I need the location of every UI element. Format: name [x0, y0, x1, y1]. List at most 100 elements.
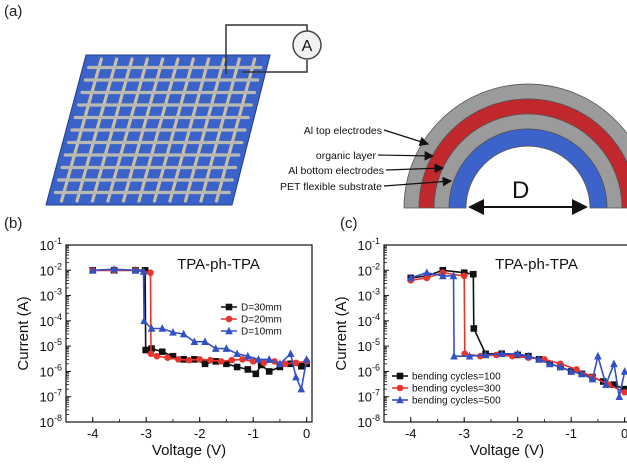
- data-point-series-3: [535, 355, 543, 363]
- data-point-series-3: [567, 367, 575, 375]
- x-tick-label: -1: [247, 426, 259, 441]
- data-point-series-3: [545, 359, 554, 368]
- data-point-series-2: [164, 354, 171, 361]
- x-tick-label: -4: [87, 426, 99, 441]
- pointer-al-top: [383, 129, 430, 147]
- data-point-series-1: [141, 266, 149, 274]
- data-point-series-3: [211, 344, 220, 352]
- y-tick-label: 10-8: [40, 413, 62, 430]
- chart-b: 10-1 10-2 10-3 10-4 10-5 10-6 10-7 10-8 -4 -3 -2 -1…: [15, 236, 313, 459]
- data-point-series-1: [244, 366, 252, 373]
- data-point-series-3: [110, 264, 118, 273]
- data-point-series-1: [265, 368, 273, 375]
- data-point-series-1: [257, 361, 265, 369]
- legend-entry: D=30mm: [241, 303, 282, 314]
- panel-label-b: (b): [4, 215, 22, 232]
- data-point-series-3: [556, 362, 565, 371]
- legend-marker: [396, 372, 404, 380]
- data-point-series-3: [450, 351, 458, 360]
- data-point-series-3: [297, 384, 306, 393]
- legend-marker: [225, 326, 233, 335]
- data-point-series-3: [439, 271, 447, 280]
- data-point-series-3: [406, 273, 415, 282]
- panel-label-a: (a): [4, 3, 22, 20]
- data-point-series-3: [615, 392, 624, 401]
- legend-marker: [396, 384, 404, 392]
- layer-label-al-bottom: Al bottom electrodes: [288, 165, 384, 177]
- data-point-series-3: [244, 351, 252, 360]
- x-tick-label: -4: [405, 426, 417, 441]
- x-axis-label: Voltage (V): [470, 442, 544, 459]
- data-point-series-2: [260, 359, 268, 367]
- data-point-series-1: [470, 270, 477, 278]
- data-point-series-2: [147, 269, 154, 277]
- y-tick-label: 10-4: [358, 312, 380, 329]
- data-point-series-1: [169, 352, 177, 360]
- x-tick-label: -2: [194, 426, 206, 441]
- data-point-series-3: [201, 337, 209, 345]
- data-point-series-2: [217, 358, 225, 365]
- y-tick-label: 10-8: [358, 413, 380, 430]
- data-point-series-1: [610, 381, 618, 388]
- chart-title: TPA-ph-TPA: [495, 256, 578, 273]
- data-point-series-3: [158, 324, 167, 332]
- bending-cross-section: Al top electrodes organic layer Al botto…: [280, 83, 627, 215]
- plot-frame: [383, 244, 627, 423]
- data-point-series-1: [223, 360, 230, 368]
- data-point-series-3: [602, 380, 610, 388]
- legend-marker: [225, 315, 233, 323]
- series-line-3: [92, 268, 308, 392]
- legend-entry: D=10mm: [241, 327, 282, 338]
- y-tick-label: 10-6: [40, 362, 62, 379]
- data-point-series-3: [233, 349, 241, 358]
- data-point-series-1: [142, 346, 149, 354]
- y-tick-label: 10-7: [40, 388, 62, 405]
- y-tick-label: 10-5: [40, 337, 62, 354]
- y-axis-label: Current (A): [15, 296, 32, 370]
- data-point-series-2: [460, 272, 468, 280]
- pointer-organic: [377, 151, 435, 161]
- data-point-series-3: [588, 374, 597, 383]
- data-point-series-3: [620, 367, 627, 375]
- plot-area: [88, 264, 311, 393]
- data-point-series-3: [265, 355, 274, 363]
- x-axis-label: Voltage (V): [152, 442, 226, 459]
- y-axis-label: Current (A): [333, 296, 350, 370]
- y-tick-label: 10-5: [358, 337, 380, 354]
- data-point-series-2: [239, 356, 246, 363]
- measurement-circuit: A: [225, 24, 322, 74]
- arc-pet: [448, 128, 608, 209]
- data-point-series-3: [513, 349, 522, 358]
- data-point-series-3: [481, 350, 490, 359]
- y-tick-label: 10-1: [40, 236, 62, 253]
- y-tick-label: 10-4: [40, 312, 62, 329]
- circuit-wire-lower: [242, 60, 308, 73]
- data-point-series-1: [470, 325, 478, 332]
- data-point-series-2: [153, 352, 161, 360]
- data-point-series-3: [88, 265, 97, 274]
- data-point-series-2: [621, 388, 627, 396]
- data-point-series-3: [147, 324, 156, 332]
- data-point-series-3: [497, 349, 506, 358]
- data-point-series-2: [573, 366, 580, 373]
- data-point-series-2: [196, 356, 203, 363]
- data-point-series-2: [281, 360, 289, 368]
- data-point-series-2: [207, 356, 214, 364]
- ammeter-icon: [292, 30, 322, 60]
- x-tick-label: -3: [458, 426, 470, 441]
- y-tick-label: 10-3: [40, 287, 62, 304]
- layer-label-pet: PET flexible substrate: [280, 181, 382, 193]
- data-point-series-2: [423, 274, 431, 282]
- data-point-series-3: [179, 329, 188, 338]
- data-point-series-3: [594, 351, 602, 360]
- data-point-series-2: [175, 356, 182, 363]
- y-tick-label: 10-3: [358, 287, 380, 304]
- data-point-series-3: [465, 351, 474, 360]
- data-point-series-3: [610, 359, 618, 368]
- x-tick-label: -2: [512, 426, 524, 441]
- data-point-series-3: [140, 316, 148, 325]
- data-point-series-3: [449, 271, 458, 280]
- data-point-series-3: [169, 328, 177, 336]
- legend-marker: [396, 395, 404, 404]
